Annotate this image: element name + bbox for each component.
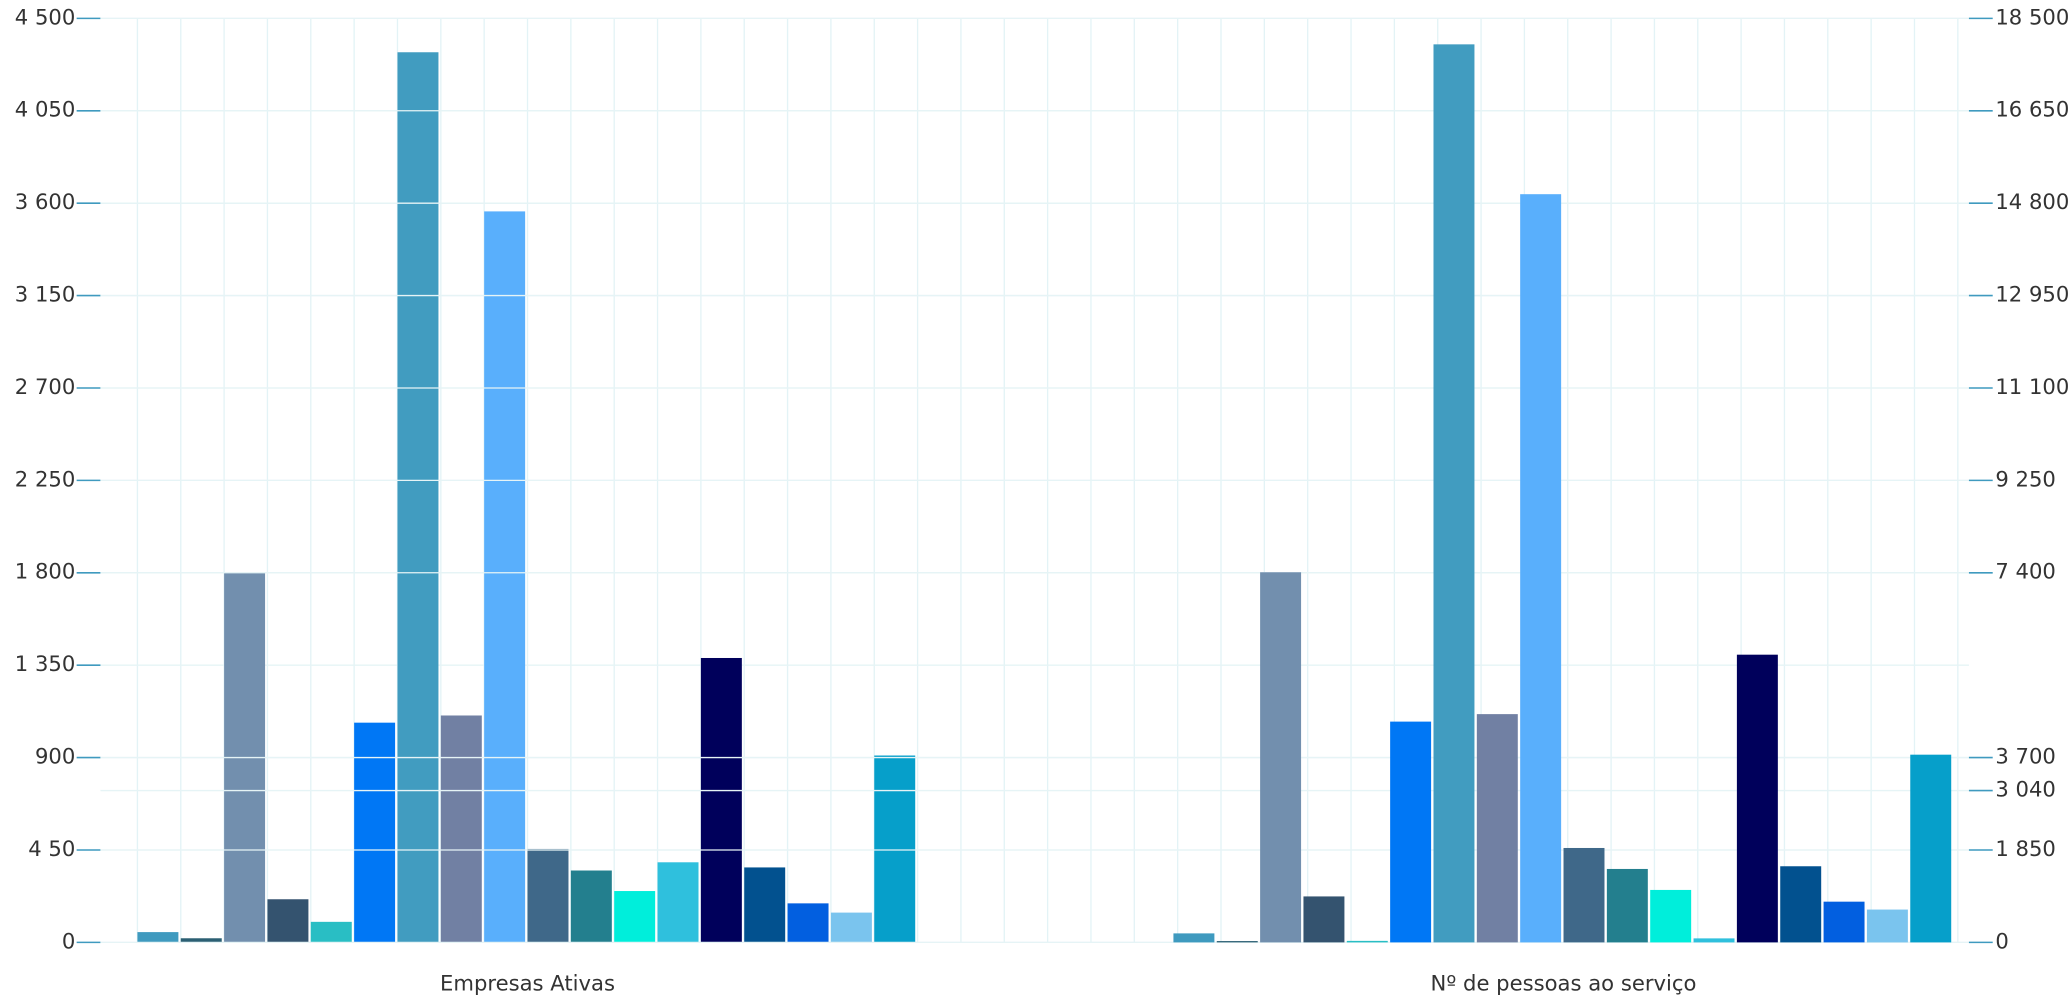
bar: [1390, 721, 1432, 943]
y-tick-label: 1 800: [15, 559, 76, 584]
bar: [614, 891, 656, 943]
bar: [1433, 44, 1475, 943]
bar: [484, 211, 526, 943]
bar: [570, 870, 612, 943]
y-tick-label: 1 350: [15, 651, 76, 676]
bar: [1346, 940, 1388, 943]
bar: [1780, 866, 1822, 943]
bar: [1606, 868, 1648, 943]
bar: [1910, 754, 1952, 943]
bar: [787, 903, 829, 943]
bar: [1173, 933, 1215, 943]
y-tick-label: 4 50: [28, 836, 75, 861]
y-tick-label: 4 050: [15, 97, 76, 122]
x-group-label: Empresas Ativas: [440, 970, 615, 995]
y-tick-label: 2 250: [15, 466, 76, 491]
bar: [310, 921, 352, 943]
y-tick-label: 18 500: [1995, 4, 2069, 29]
bar: [527, 848, 569, 943]
y-tick-label: 3 600: [15, 189, 76, 214]
bar: [1260, 572, 1302, 943]
bar: [1650, 889, 1692, 943]
y-tick-label: 9 250: [1995, 466, 2056, 491]
bar: [657, 862, 699, 943]
x-group-label: Nº de pessoas ao serviço: [1431, 970, 1697, 995]
bar: [440, 715, 482, 943]
y-tick-label: 1 850: [1995, 836, 2056, 861]
y-tick-label: 3 700: [1995, 744, 2056, 769]
y-tick-label: 16 650: [1995, 97, 2069, 122]
bar: [397, 52, 439, 943]
y-tick-label: 3 150: [15, 282, 76, 307]
bar: [744, 867, 786, 943]
bar: [830, 912, 872, 943]
bar: [267, 899, 309, 943]
y-tick-label: 7 400: [1995, 559, 2056, 584]
y-tick-label: 0: [62, 928, 75, 953]
bar: [1303, 896, 1345, 943]
y-tick-label: 900: [35, 744, 75, 769]
bar: [700, 657, 742, 943]
bar: [1693, 938, 1735, 943]
bar: [1216, 941, 1258, 943]
bar: [874, 755, 916, 943]
bar: [1736, 654, 1778, 943]
bar: [1476, 714, 1518, 943]
y-tick-label: 2 700: [15, 374, 76, 399]
y-tick-label: 4 500: [15, 4, 76, 29]
bar: [137, 932, 179, 943]
bar: [180, 938, 222, 943]
y-tick-label: 12 950: [1995, 282, 2069, 307]
bar: [1563, 847, 1605, 943]
bar: [1520, 194, 1562, 943]
y-tick-label: 3 040: [1995, 777, 2056, 802]
bar: [1823, 901, 1865, 943]
bar: [1866, 909, 1908, 943]
y-tick-label: 0: [1995, 928, 2008, 953]
y-tick-label: 11 100: [1995, 374, 2069, 399]
y-tick-label: 14 800: [1995, 189, 2069, 214]
bar: [354, 722, 396, 943]
